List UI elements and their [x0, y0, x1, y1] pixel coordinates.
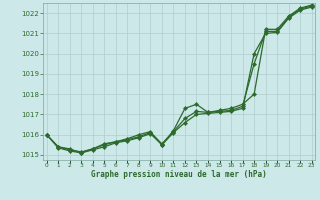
X-axis label: Graphe pression niveau de la mer (hPa): Graphe pression niveau de la mer (hPa)	[91, 170, 267, 179]
